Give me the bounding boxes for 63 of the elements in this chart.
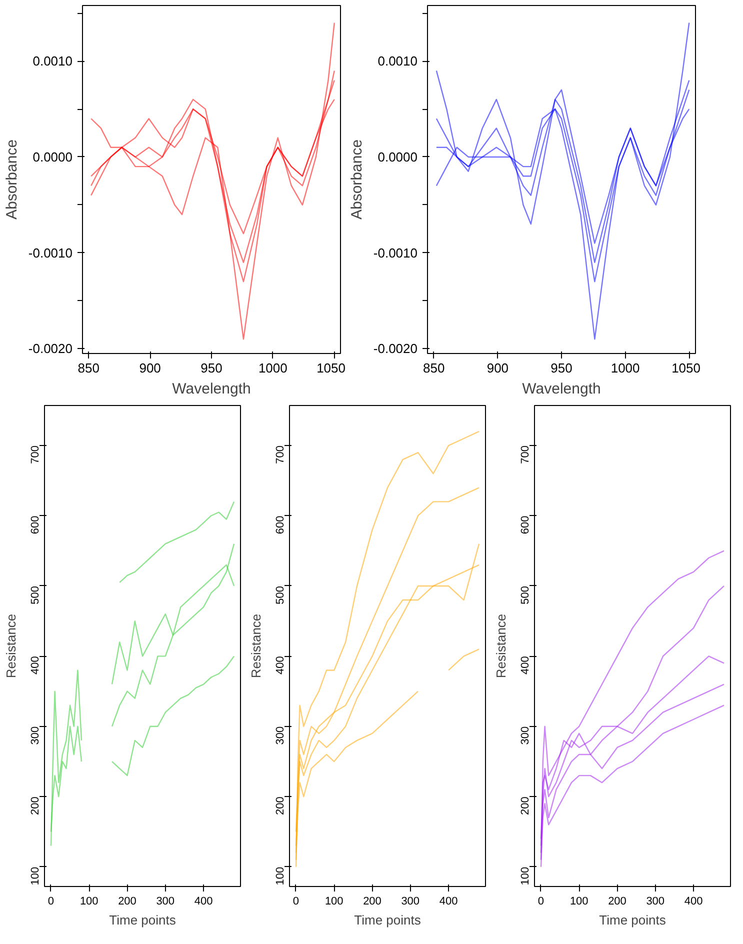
y-tick-label: 200 — [520, 796, 532, 815]
x-tick-label: 850 — [423, 360, 445, 376]
x-tick-label: 900 — [486, 360, 509, 376]
y-axis-title: Resistance — [248, 614, 264, 678]
x-tick-label: 400 — [439, 896, 458, 908]
x-axis-title: Wavelength — [522, 380, 601, 398]
x-tick-label: 950 — [550, 360, 572, 376]
x-tick-label: 1050 — [672, 360, 700, 376]
x-tick-label: 100 — [80, 896, 98, 908]
x-tick-label: 200 — [363, 896, 382, 908]
y-tick-label: 700 — [30, 446, 42, 464]
y-tick-label: 500 — [274, 586, 286, 604]
y-tick-label: 700 — [274, 446, 286, 464]
y-tick-label: -0.0010 — [373, 245, 418, 260]
x-tick-label: 200 — [608, 896, 626, 908]
y-tick-label: 400 — [274, 656, 286, 675]
y-tick-label: -0.0020 — [28, 341, 73, 356]
y-tick-label: 600 — [30, 516, 42, 534]
x-tick-label: 100 — [570, 896, 588, 908]
x-axis-title: Time points — [109, 912, 176, 928]
y-tick-label: 0.0010 — [32, 54, 73, 69]
x-tick-label: 900 — [139, 360, 161, 376]
y-tick-label: 700 — [520, 446, 532, 464]
y-tick-label: 300 — [274, 726, 286, 745]
y-tick-label: -0.0010 — [28, 245, 73, 260]
y-tick-label: 500 — [30, 586, 42, 604]
y-tick-label: 400 — [30, 656, 42, 675]
x-tick-label: 850 — [78, 360, 100, 376]
y-axis-title: Absorbance — [3, 139, 20, 220]
y-tick-label: 600 — [274, 516, 286, 534]
x-axis-title: Time points — [599, 912, 666, 928]
y-axis-title: Resistance — [494, 614, 508, 678]
y-tick-label: 400 — [520, 656, 532, 675]
x-axis-title: Wavelength — [172, 380, 251, 398]
x-tick-label: 1050 — [316, 360, 346, 376]
y-tick-label: 300 — [520, 726, 532, 745]
x-tick-label: 0 — [538, 896, 544, 908]
x-tick-label: 0 — [292, 896, 300, 908]
x-tick-label: 400 — [684, 896, 703, 908]
x-tick-label: 950 — [200, 360, 222, 376]
y-tick-label: 200 — [274, 796, 286, 815]
y-tick-label: 0.0010 — [378, 54, 418, 69]
y-axis-title: Resistance — [4, 614, 18, 678]
x-tick-label: 400 — [194, 896, 213, 908]
y-tick-label: 100 — [274, 866, 286, 886]
x-tick-label: 300 — [646, 896, 665, 908]
y-tick-label: 100 — [520, 866, 532, 886]
x-tick-label: 200 — [118, 896, 136, 908]
x-axis-title: Time points — [354, 912, 422, 928]
x-tick-label: 1000 — [258, 360, 288, 376]
x-tick-label: 300 — [156, 896, 175, 908]
y-tick-label: 500 — [520, 586, 532, 604]
y-tick-label: 600 — [520, 516, 532, 534]
x-tick-label: 0 — [48, 896, 54, 908]
x-tick-label: 100 — [324, 896, 344, 908]
y-tick-label: 0.0000 — [378, 149, 418, 164]
y-tick-label: -0.0020 — [373, 341, 418, 356]
x-tick-label: 1000 — [610, 360, 640, 376]
y-tick-label: 200 — [30, 796, 42, 815]
y-tick-label: 100 — [30, 866, 42, 886]
y-tick-label: 0.0000 — [32, 149, 73, 164]
y-axis-title: Absorbance — [348, 139, 366, 220]
y-tick-label: 300 — [30, 726, 42, 745]
